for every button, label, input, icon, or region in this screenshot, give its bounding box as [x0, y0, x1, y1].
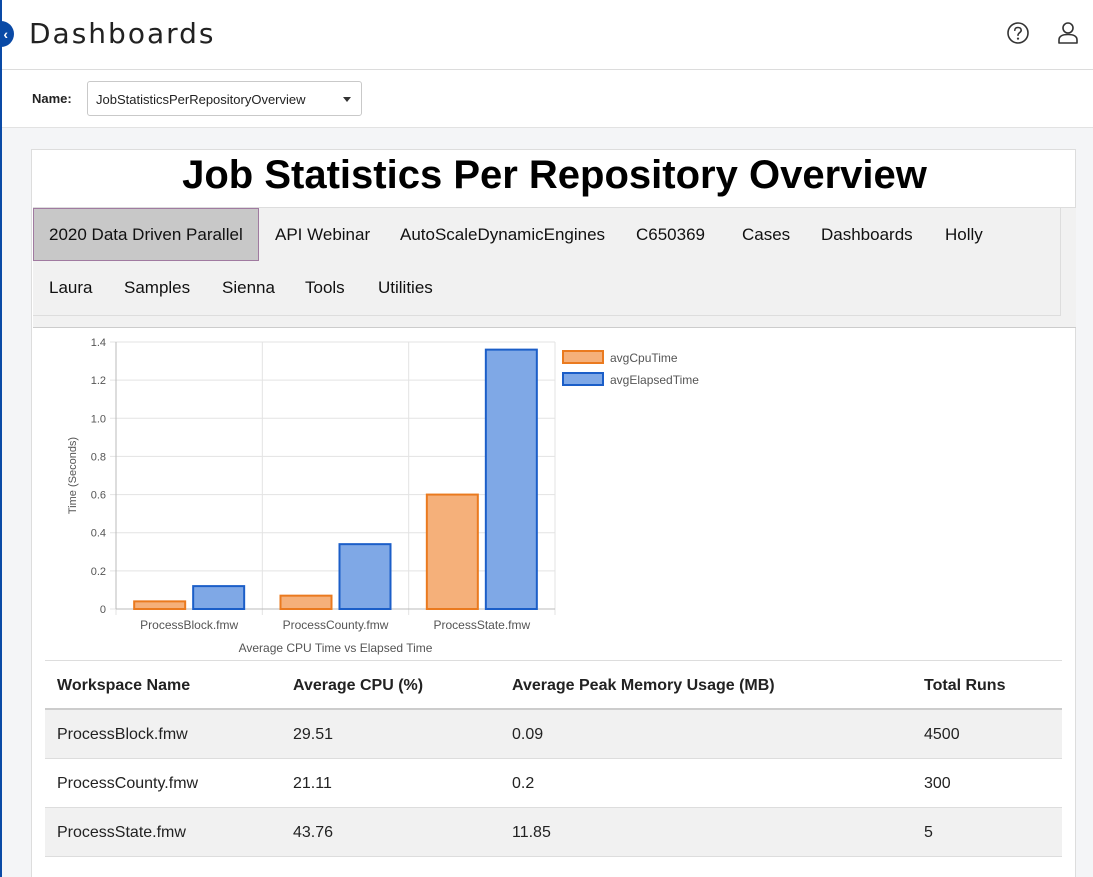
bar-avgElapsedTime [484, 348, 538, 610]
bar-avgCpuTime [279, 594, 333, 610]
y-axis-title: Time (Seconds) [67, 437, 79, 514]
bar-avgElapsedTime [192, 585, 246, 611]
dashboard-name-select[interactable]: JobStatisticsPerRepositoryOverview [87, 81, 362, 116]
repository-tabs: 2020 Data Driven Parallel API Webinar Au… [33, 207, 1076, 328]
collapse-sidebar-button[interactable]: ‹ [0, 21, 14, 47]
cpu-vs-elapsed-chart: 0 0.2 0.4 0.6 0.8 1.0 1.2 1.4 ProcessBlock.fmw Pr… [34, 330, 714, 660]
cell-average-cpu: 43.76 [293, 824, 334, 841]
x-tick-label: ProcessCounty.fmw [283, 618, 389, 632]
tab-sienna[interactable]: Sienna [222, 278, 275, 297]
x-axis-title: Average CPU Time vs Elapsed Time [239, 641, 433, 655]
cell-average-peak-memory: 0.2 [512, 775, 535, 792]
table-row: ProcessState.fmw 43.76 11.85 5 [45, 808, 1062, 857]
legend-swatch-avgCpuTime [562, 350, 604, 364]
cell-average-cpu: 29.51 [293, 726, 334, 743]
dashboard-name-value: JobStatisticsPerRepositoryOverview [96, 92, 306, 107]
report-title: Job Statistics Per Repository Overview [182, 153, 927, 197]
bar-avgCpuTime [133, 600, 187, 611]
header-average-peak-memory: Average Peak Memory Usage (MB) [512, 677, 775, 694]
tab-c650369[interactable]: C650369 [636, 225, 706, 244]
page-title: Dashboards [29, 17, 216, 50]
tabs-inner: 2020 Data Driven Parallel API Webinar Au… [33, 208, 1061, 316]
chevron-left-icon: ‹ [3, 26, 8, 42]
left-rail [0, 0, 2, 877]
x-tick-label: ProcessBlock.fmw [140, 618, 238, 632]
table-header-row: Workspace Name Average CPU (%) Average P… [45, 661, 1062, 710]
y-tick-label: 0.6 [91, 490, 106, 502]
cell-total-runs: 4500 [924, 726, 960, 743]
cell-workspace-name: ProcessState.fmw [57, 824, 186, 841]
tab-api-webinar[interactable]: API Webinar [275, 225, 371, 244]
table-row: ProcessCounty.fmw 21.11 0.2 300 [45, 759, 1062, 808]
header-average-cpu: Average CPU (%) [293, 677, 424, 694]
y-tick-label: 1.0 [91, 413, 106, 425]
top-bar: Dashboards [2, 0, 1093, 70]
y-tick-label: 0.4 [91, 528, 106, 540]
cell-average-peak-memory: 11.85 [512, 824, 551, 841]
legend-label-avgElapsedTime: avgElapsedTime [610, 373, 699, 387]
tab-holly[interactable]: Holly [945, 225, 983, 244]
cell-average-cpu: 21.11 [293, 775, 332, 792]
bar-chart-svg: 0 0.2 0.4 0.6 0.8 1.0 1.2 1.4 ProcessBlock.fmw Pr… [67, 337, 699, 655]
legend-label-avgCpuTime: avgCpuTime [610, 351, 678, 365]
dashboard-selector-bar: Name: JobStatisticsPerRepositoryOverview [2, 70, 1093, 128]
y-tick-label: 0 [100, 604, 106, 616]
tab-autoscaledynamicengines[interactable]: AutoScaleDynamicEngines [400, 225, 606, 244]
help-circle-icon[interactable] [1005, 20, 1031, 46]
legend-swatch-avgElapsedTime [562, 372, 604, 386]
tab-2020-data-driven-parallel[interactable]: 2020 Data Driven Parallel [33, 208, 259, 261]
header-workspace-name: Workspace Name [57, 677, 191, 694]
tab-laura[interactable]: Laura [49, 278, 93, 297]
header-total-runs: Total Runs [924, 677, 1006, 694]
name-label: Name: [32, 91, 72, 106]
tab-utilities[interactable]: Utilities [378, 278, 433, 297]
workspace-stats-table: Workspace Name Average CPU (%) Average P… [45, 660, 1062, 857]
cell-workspace-name: ProcessCounty.fmw [57, 775, 199, 792]
y-tick-label: 0.2 [91, 566, 106, 578]
x-tick-label: ProcessState.fmw [433, 618, 530, 632]
y-tick-label: 0.8 [91, 451, 106, 463]
cell-total-runs: 5 [924, 824, 933, 841]
tab-dashboards[interactable]: Dashboards [821, 225, 913, 244]
tab-cases[interactable]: Cases [742, 225, 791, 244]
y-tick-label: 1.2 [91, 375, 106, 387]
caret-down-icon [343, 97, 351, 102]
bar-avgCpuTime [425, 493, 479, 610]
table-row: ProcessBlock.fmw 29.51 0.09 4500 [45, 710, 1062, 759]
bar-avgElapsedTime [338, 543, 392, 611]
dashboard-panel: Job Statistics Per Repository Overview 2… [31, 149, 1076, 877]
tab-samples[interactable]: Samples [124, 278, 191, 297]
y-tick-label: 1.4 [91, 337, 106, 349]
tab-tools[interactable]: Tools [305, 278, 345, 297]
cell-total-runs: 300 [924, 775, 951, 792]
user-icon[interactable] [1055, 20, 1081, 46]
cell-workspace-name: ProcessBlock.fmw [57, 726, 188, 743]
cell-average-peak-memory: 0.09 [512, 726, 544, 743]
